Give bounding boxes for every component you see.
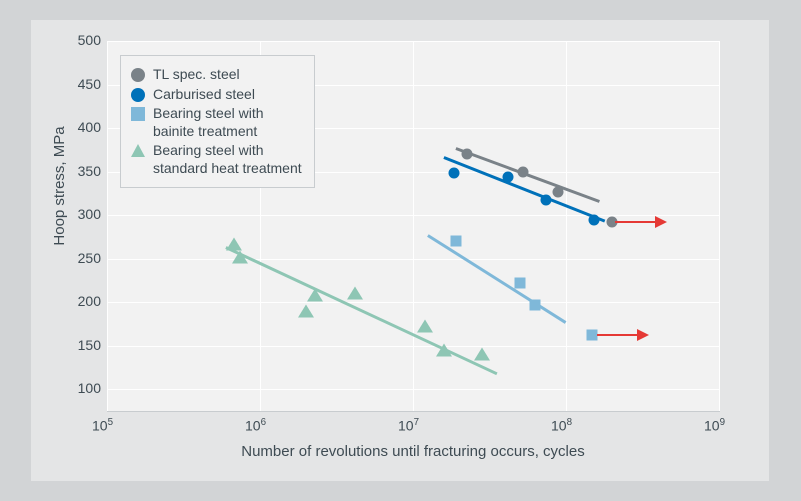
datapoint [417,319,433,332]
gridline-v [413,41,414,411]
y-tick-label: 400 [67,119,101,135]
gridline-v [566,41,567,411]
legend-item: Bearing steel withbainite treatment [131,105,302,140]
datapoint [298,304,314,317]
x-tick-label: 109 [704,417,725,434]
y-tick-label: 500 [67,32,101,48]
y-tick-label: 150 [67,337,101,353]
runout-arrow-head [655,216,667,228]
y-tick-label: 450 [67,76,101,92]
datapoint [436,344,452,357]
gridline-v [719,41,720,411]
y-tick-label: 300 [67,206,101,222]
datapoint [347,287,363,300]
legend-label: Bearing steel withstandard heat treatmen… [153,142,302,177]
datapoint [518,166,529,177]
x-tick-label: 108 [551,417,572,434]
runout-arrow [597,334,639,336]
legend: TL spec. steelCarburised steelBearing st… [120,55,315,188]
legend-marker [131,88,145,102]
datapoint [553,187,564,198]
x-tick-label: 107 [398,417,419,434]
datapoint [226,237,242,250]
legend-label: Carburised steel [153,86,255,104]
gridline-v [107,41,108,411]
datapoint [530,299,541,310]
chart-outer: 100 150 200 250 300 350 400 450 500 105 106 107 108 1… [0,0,801,501]
datapoint [461,149,472,160]
datapoint [541,195,552,206]
datapoint [502,171,513,182]
legend-marker [131,144,145,157]
y-tick-label: 200 [67,293,101,309]
x-axis-label: Number of revolutions until fracturing o… [107,443,719,460]
datapoint [232,250,248,263]
datapoint [474,347,490,360]
y-tick-label: 350 [67,163,101,179]
datapoint [307,289,323,302]
legend-marker [131,68,145,82]
datapoint [449,168,460,179]
runout-arrow-head [637,329,649,341]
runout-arrow [615,221,657,223]
legend-marker [131,107,145,121]
x-tick-label: 105 [92,417,113,434]
legend-item: TL spec. steel [131,66,302,84]
x-tick-label: 106 [245,417,266,434]
legend-label: TL spec. steel [153,66,240,84]
legend-item: Carburised steel [131,86,302,104]
legend-label: Bearing steel withbainite treatment [153,105,264,140]
y-axis-label: Hoop stress, MPa [51,86,68,286]
datapoint [515,278,526,289]
datapoint [450,236,461,247]
legend-item: Bearing steel withstandard heat treatmen… [131,142,302,177]
y-tick-label: 100 [67,380,101,396]
y-tick-label: 250 [67,250,101,266]
datapoint [588,215,599,226]
